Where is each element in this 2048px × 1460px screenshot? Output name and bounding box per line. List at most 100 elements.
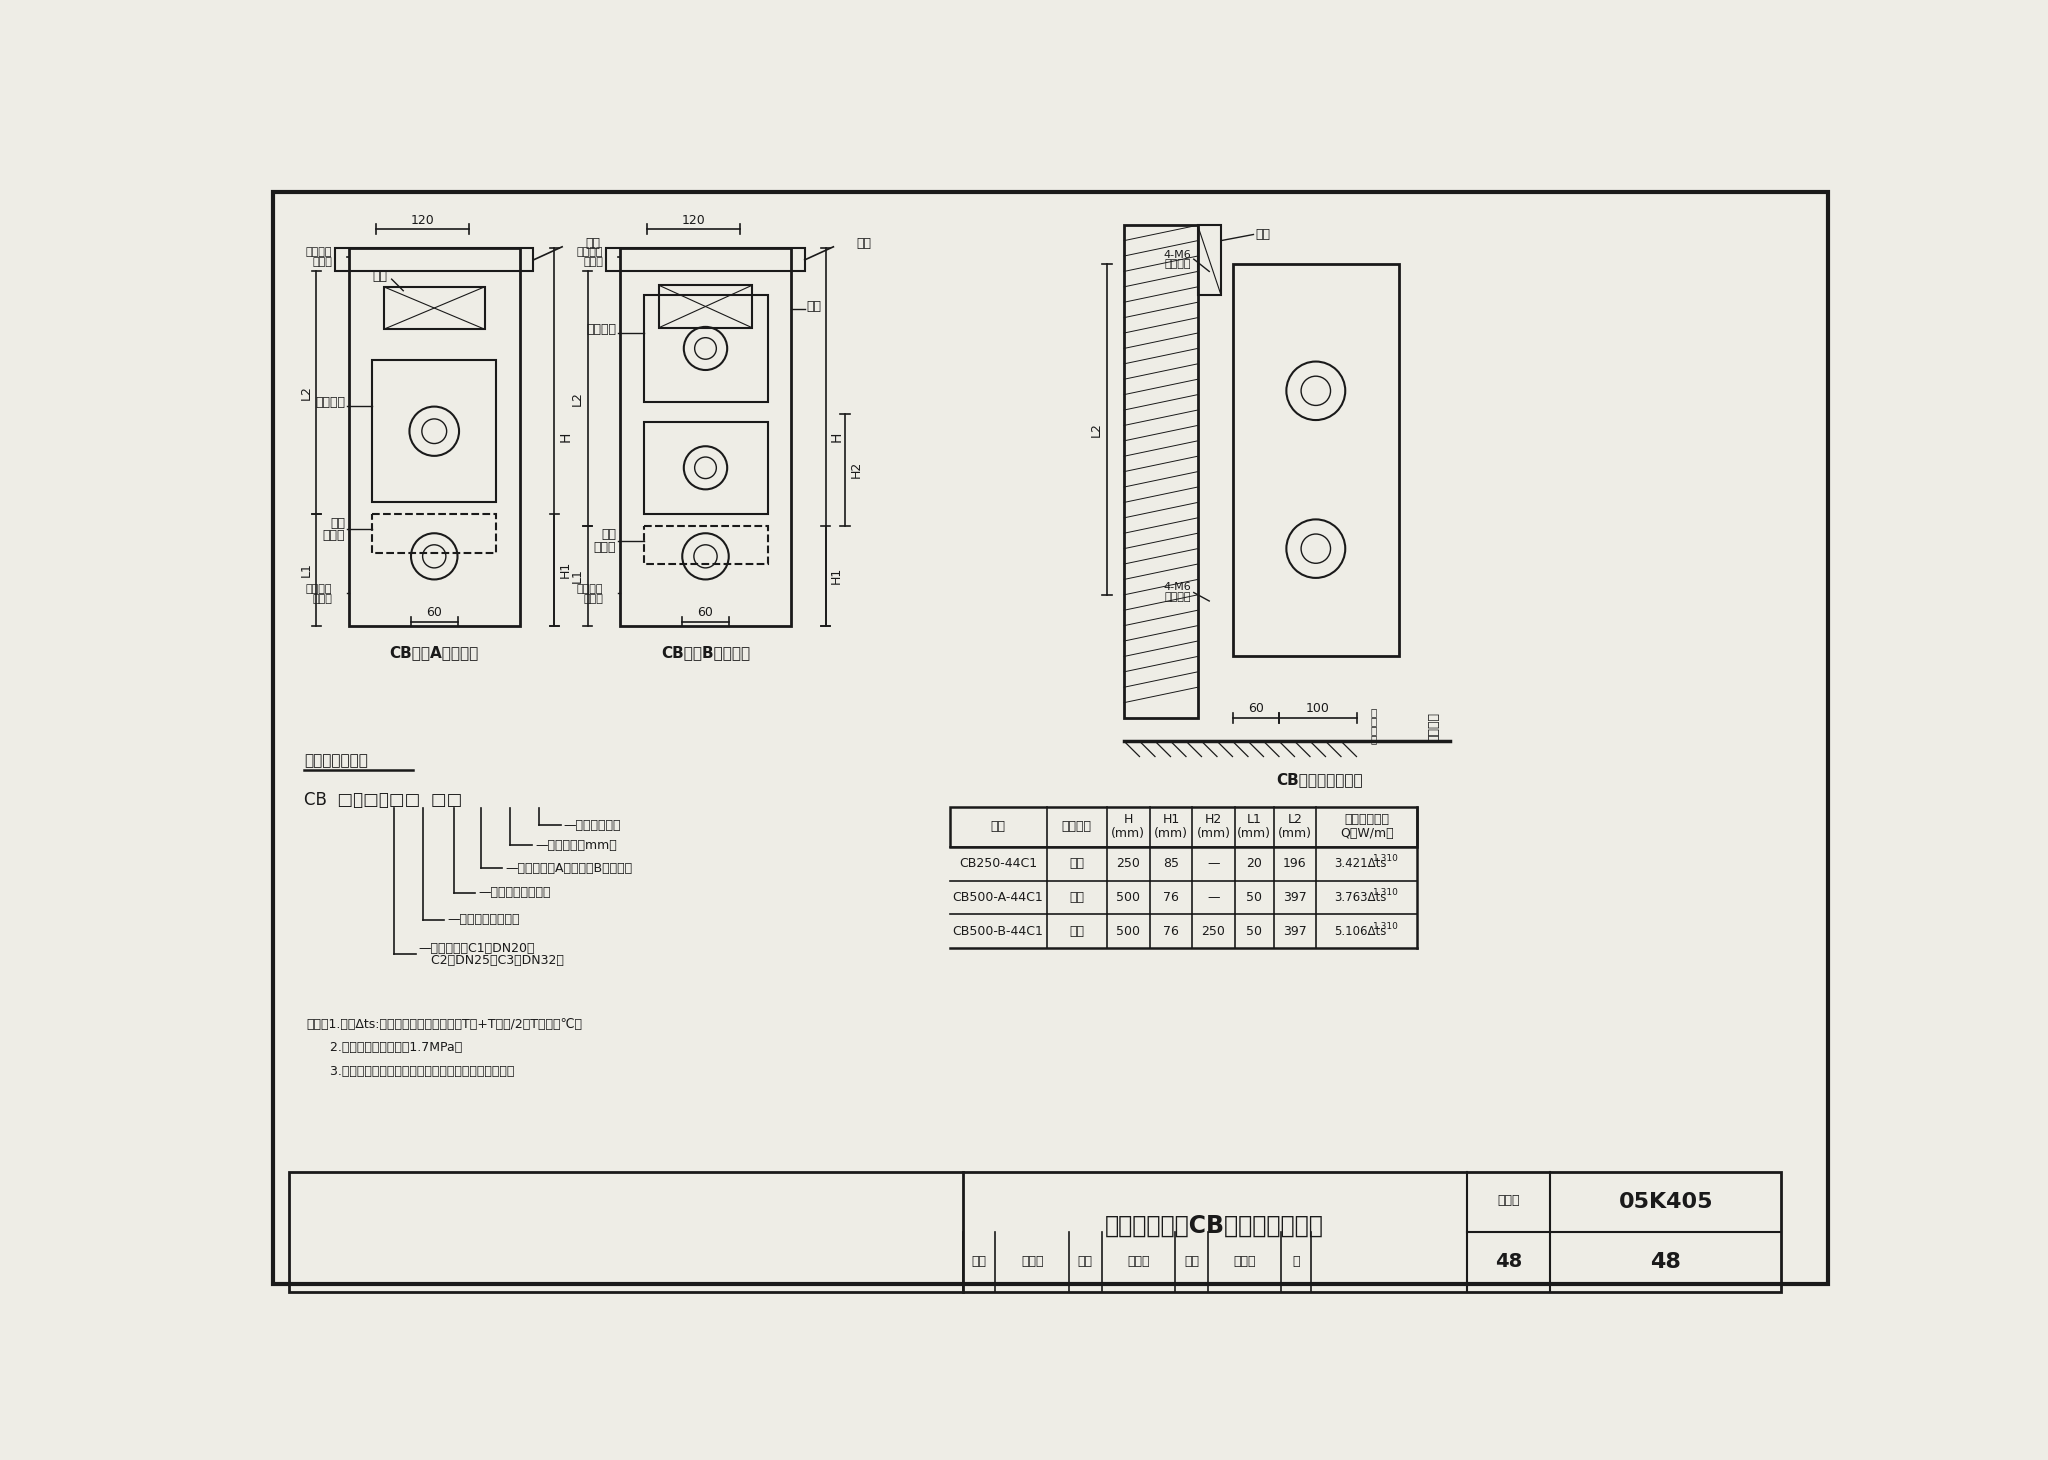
Text: 热量计算公式: 热量计算公式 [1343,813,1389,826]
Text: 20: 20 [1247,857,1262,870]
Text: 50: 50 [1245,924,1262,937]
Text: 固定点: 固定点 [584,257,604,267]
Text: —翅片长，单位英寸: —翅片长，单位英寸 [446,914,520,926]
Text: 胀锚螺栓: 胀锚螺栓 [305,247,332,257]
Text: CB  □－□－□□  □□: CB □－□－□□ □□ [303,791,463,809]
Bar [1233,264,1399,657]
Text: 算: 算 [1370,717,1376,726]
Text: 页: 页 [1292,1256,1300,1269]
Text: 1.310: 1.310 [1372,888,1399,898]
Text: 250: 250 [1202,924,1225,937]
Text: 高: 高 [1370,726,1376,736]
Text: 60: 60 [698,606,713,619]
Bar [659,285,752,327]
Bar [643,295,768,403]
Text: CB系列B型散热器: CB系列B型散热器 [662,645,750,660]
Text: —翅片宽，单位英寸: —翅片宽，单位英寸 [479,886,551,899]
Text: 固定点: 固定点 [311,257,332,267]
Text: (mm): (mm) [1112,826,1145,839]
Text: 胀锚螺栓: 胀锚螺栓 [1165,258,1192,269]
Bar [373,514,496,552]
Text: 397: 397 [1282,924,1307,937]
Text: 设计: 设计 [1184,1256,1198,1269]
Text: 异侧: 异侧 [1069,857,1083,870]
Text: 固定面: 固定面 [594,540,616,553]
Text: 胀锚螺栓: 胀锚螺栓 [1165,593,1192,602]
Text: 48: 48 [1651,1251,1681,1272]
Text: 安装: 安装 [602,529,616,542]
Text: 胀锚螺栓: 胀锚螺栓 [578,247,604,257]
Text: 饰面: 饰面 [1255,228,1270,241]
Text: 1.310: 1.310 [1372,854,1399,863]
Text: H1: H1 [829,566,844,584]
Text: 48: 48 [1495,1253,1522,1272]
Text: 120: 120 [682,215,707,228]
Text: 3.421Δts: 3.421Δts [1333,857,1386,870]
Text: 4-M6: 4-M6 [1163,250,1192,260]
Text: —: — [1206,891,1221,904]
Text: 接管方向: 接管方向 [1061,821,1092,834]
Text: 3.763Δts: 3.763Δts [1333,891,1386,904]
Text: (mm): (mm) [1153,826,1188,839]
Text: H: H [1124,813,1133,826]
Text: 面板: 面板 [586,237,600,250]
Text: L2: L2 [299,385,313,400]
Text: (mm): (mm) [1196,826,1231,839]
Bar [643,526,768,564]
Text: 校对: 校对 [1077,1256,1094,1269]
Text: 4-M6: 4-M6 [1163,583,1192,593]
Text: 2.散热器最大工作压力1.7MPa。: 2.散热器最大工作压力1.7MPa。 [307,1041,463,1054]
Text: (mm): (mm) [1237,826,1272,839]
Text: 500: 500 [1116,891,1141,904]
Text: 固定点: 固定点 [584,594,604,603]
Text: 铜管铝翅片（CB）散热器及安装: 铜管铝翅片（CB）散热器及安装 [1106,1213,1325,1238]
Text: (mm): (mm) [1278,826,1313,839]
Text: 60: 60 [426,606,442,619]
Text: CB系列A型散热器: CB系列A型散热器 [389,645,479,660]
Text: —彩色钢板面板: —彩色钢板面板 [563,819,621,832]
Text: L2: L2 [571,391,584,406]
Text: 76: 76 [1163,924,1180,937]
Bar [383,286,485,328]
Text: 500: 500 [1116,924,1141,937]
Text: L2: L2 [1090,422,1102,437]
Text: 100: 100 [1307,702,1329,715]
Text: L1: L1 [1247,813,1262,826]
Text: L1: L1 [571,568,584,583]
Text: 建筑地面: 建筑地面 [1427,712,1440,742]
Text: 76: 76 [1163,891,1180,904]
Bar [1124,225,1198,718]
Text: 固定面: 固定面 [324,529,346,542]
Text: 85: 85 [1163,857,1180,870]
Text: H: H [559,432,571,442]
Bar [336,248,532,272]
Text: 05K405: 05K405 [1618,1193,1712,1212]
Text: 196: 196 [1284,857,1307,870]
Text: 面板: 面板 [856,237,872,250]
Text: 计: 计 [1370,707,1376,717]
Text: 度: 度 [1370,734,1376,745]
Text: H1: H1 [1163,813,1180,826]
Text: 散热元件: 散热元件 [315,396,346,409]
Text: H2: H2 [850,461,862,479]
Text: 胀锚螺栓: 胀锚螺栓 [305,584,332,594]
Text: 说明：1.表中Δts:实际工况下的平均温差（T进+T出）/2－T室温（℃）: 说明：1.表中Δts:实际工况下的平均温差（T进+T出）/2－T室温（℃） [307,1019,582,1031]
Text: H1: H1 [559,561,571,578]
Text: CB500-A-44C1: CB500-A-44C1 [952,891,1042,904]
Bar [373,361,496,502]
Text: 散热器型号标记: 散热器型号标记 [303,753,369,768]
Bar [950,806,1417,847]
Bar [289,1172,1782,1292]
Text: 397: 397 [1282,891,1307,904]
Bar [1198,225,1221,295]
Text: CB散热器挂墙安装: CB散热器挂墙安装 [1276,772,1364,787]
Text: 1.310: 1.310 [1372,923,1399,931]
Text: 胡建丽: 胡建丽 [1233,1256,1255,1269]
Text: H: H [829,432,844,442]
Text: 120: 120 [412,215,434,228]
Text: 同侧: 同侧 [1069,924,1083,937]
Text: —: — [1206,857,1221,870]
Text: 劳逸民: 劳逸民 [1126,1256,1149,1269]
Text: —高度系列（mm）: —高度系列（mm） [535,838,616,851]
Bar [348,248,520,626]
